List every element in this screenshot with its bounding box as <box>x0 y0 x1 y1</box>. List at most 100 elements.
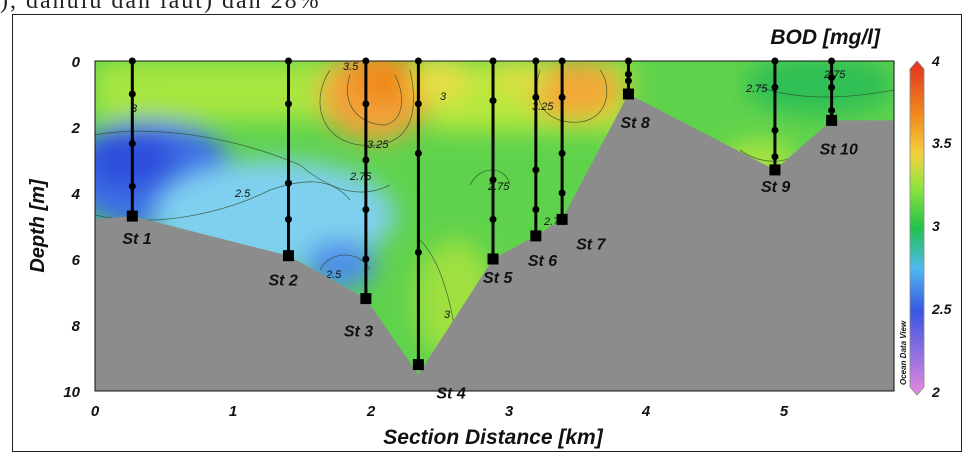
y-tick-label: 4 <box>71 186 81 203</box>
sample-point <box>771 57 779 65</box>
contour-label: 3.5 <box>343 61 359 73</box>
colorbar-tick-label: 4 <box>931 53 940 69</box>
contour-line <box>319 69 414 146</box>
seafloor-bathymetry <box>95 94 894 391</box>
sample-point <box>558 93 566 101</box>
sample-point <box>558 149 566 157</box>
sample-point <box>771 126 779 134</box>
blob-darkorange-st3 <box>350 61 420 105</box>
contour-label: 3 <box>131 103 138 115</box>
sample-point <box>362 156 370 164</box>
colorbar-tick-label: 3 <box>932 218 940 234</box>
y-tick-label: 2 <box>71 120 81 137</box>
sample-point <box>828 74 836 81</box>
x-tick-label: 5 <box>780 403 789 420</box>
x-tick-label: 2 <box>366 403 376 420</box>
contour-label: 3 <box>440 91 447 103</box>
sample-point <box>558 57 566 65</box>
y-axis: 0 2 4 6 8 10 Depth [m] <box>27 54 81 401</box>
station-label: St 4 <box>436 386 465 403</box>
sample-point <box>414 100 422 108</box>
station-bottom-marker <box>126 210 138 222</box>
y-axis-title: Depth [m] <box>27 178 49 273</box>
x-tick-label: 3 <box>505 403 514 420</box>
colorbar-tick-label: 2 <box>931 384 940 400</box>
sample-point <box>284 100 292 108</box>
x-axis-title: Section Distance [km] <box>383 426 603 449</box>
contour-label: 3.25 <box>532 101 554 113</box>
station-label: St 10 <box>820 141 858 158</box>
colorbar-tick-label: 3.5 <box>932 135 952 151</box>
sample-point <box>624 70 632 78</box>
blob-yellow-st4 <box>410 61 470 105</box>
sample-point <box>362 100 370 108</box>
sample-point <box>128 140 136 147</box>
station-label: St 1 <box>122 231 151 248</box>
sample-point <box>532 206 540 213</box>
contour-line <box>347 74 402 126</box>
station-bottom-marker <box>412 359 424 371</box>
sample-point <box>489 57 497 65</box>
field-blobs <box>95 61 894 360</box>
contour-label: 3 <box>444 309 451 321</box>
station-bottom-marker <box>556 213 568 225</box>
sample-point <box>284 215 292 223</box>
contour-label: 2.5 <box>234 188 251 200</box>
stations-layer: St 1 St 2 St 3 St 4 St 5 St 6 St 7 St 8 St 9 St 1… <box>122 57 858 403</box>
sample-point <box>828 83 836 91</box>
sample-point <box>362 255 370 263</box>
station-label: St 5 <box>483 270 513 287</box>
x-tick-label: 1 <box>229 403 237 420</box>
contour-label: 2.5 <box>325 269 342 281</box>
contour-label: 3.25 <box>367 139 389 151</box>
station-label: St 7 <box>576 236 606 253</box>
station-label: St 6 <box>528 253 557 270</box>
y-tick-label: 6 <box>72 252 81 269</box>
station-bottom-marker <box>282 250 294 262</box>
x-axis: 0 1 2 3 4 5 Section Distance [km] <box>91 403 789 449</box>
sample-point <box>828 57 836 65</box>
station-bottom-marker <box>622 88 634 100</box>
heatmap-field: 3 2.5 2.75 3.25 3.5 3 2.75 3.25 2.75 2.7… <box>95 61 894 391</box>
station-label: St 8 <box>620 115 649 132</box>
sample-point <box>489 215 497 223</box>
contour-label: 2.75 <box>487 181 510 193</box>
contour-label: 2.75 <box>745 83 768 95</box>
top-caption-text: ), dahulu dan laut) dan 28% <box>0 0 321 14</box>
ocean-data-view-watermark: Ocean Data View <box>899 320 908 385</box>
sample-point <box>532 93 540 101</box>
colorbar: 4 3.5 3 2.5 2 Ocean Data View <box>899 53 952 400</box>
sample-point <box>362 57 370 65</box>
station-bottom-marker <box>360 293 372 305</box>
sample-point <box>489 97 497 105</box>
blob-yellow-st5 <box>490 61 550 98</box>
colorbar-tick-label: 2.5 <box>931 301 952 317</box>
station-bottom-marker <box>826 114 838 126</box>
station-bottom-marker <box>530 230 542 242</box>
blob-orange-st7 <box>527 61 623 120</box>
contour-label: 2.75 <box>349 171 372 183</box>
sample-point <box>558 189 566 197</box>
station-label: St 2 <box>268 273 297 290</box>
sample-point <box>128 182 136 190</box>
sample-point <box>362 206 370 213</box>
sample-point <box>284 57 292 65</box>
contour-line <box>95 130 391 193</box>
y-tick-label: 0 <box>72 54 81 71</box>
sample-point <box>489 176 497 184</box>
blob-green-right <box>745 61 894 115</box>
sample-point <box>532 166 540 174</box>
sample-point <box>284 179 292 187</box>
station-bottom-marker <box>487 253 499 265</box>
station-bottom-marker <box>769 164 781 176</box>
x-tick-label: 0 <box>91 403 100 420</box>
station-label: St 3 <box>344 324 373 341</box>
x-tick-label: 4 <box>641 403 651 420</box>
sample-point <box>771 153 779 161</box>
blob-deepblue-st1 <box>95 130 175 190</box>
sample-point <box>624 77 632 85</box>
sample-point <box>128 90 136 98</box>
y-tick-label: 8 <box>72 318 81 335</box>
sample-point <box>771 83 779 91</box>
contour-line <box>754 84 894 98</box>
